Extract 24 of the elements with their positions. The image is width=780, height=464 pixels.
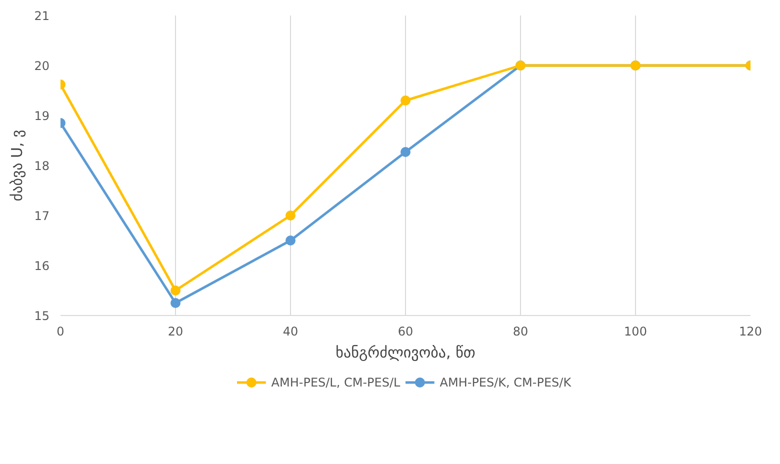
x-tick-label: 40 [282, 324, 298, 338]
y-tick-label: 16 [34, 259, 50, 273]
x-axis-title: ხანგრძლივობა, წთ [336, 344, 476, 362]
point [286, 236, 296, 246]
x-tick-label: 80 [512, 324, 528, 338]
legend-label: AMH-PES/L, CM-PES/L [271, 376, 401, 390]
point [286, 210, 296, 220]
point [400, 147, 410, 157]
x-tick-label: 20 [168, 324, 184, 338]
x-tick-label: 120 [739, 324, 762, 338]
y-tick-label: 17 [34, 209, 50, 223]
point [400, 96, 410, 106]
x-tick-label: 60 [398, 324, 414, 338]
y-tick-label: 21 [34, 9, 50, 23]
y-tick-label: 20 [34, 59, 50, 73]
legend-label: AMH-PES/K, CM-PES/K [440, 376, 572, 390]
point [170, 298, 180, 308]
x-tick-label: 100 [624, 324, 647, 338]
y-tick-label: 15 [34, 309, 50, 323]
x-tick-label: 0 [56, 324, 64, 338]
y-tick-label: 18 [34, 159, 50, 173]
point [170, 286, 180, 296]
y-axis-title: ძაბვა U, ვ [8, 130, 26, 202]
y-tick-label: 19 [34, 109, 50, 123]
